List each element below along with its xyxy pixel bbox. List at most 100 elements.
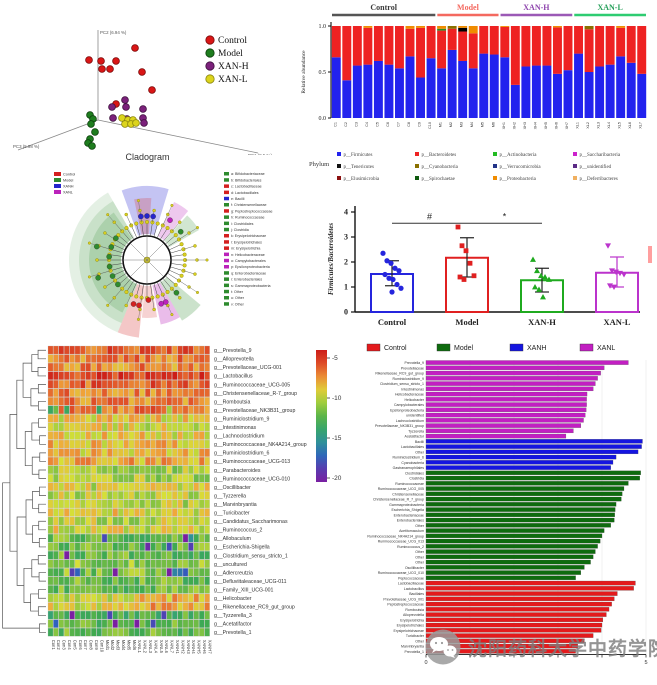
heatmap-cell [107, 533, 113, 543]
taxon-node [103, 231, 107, 235]
heatmap-cell [123, 371, 129, 380]
heatmap-cell [161, 345, 167, 355]
x-tick-label: C1 [333, 122, 337, 127]
heatmap-cell [199, 431, 205, 440]
heatmap-cell [112, 414, 118, 423]
heatmap-cell [47, 525, 54, 534]
heatmap-cell [96, 610, 102, 620]
lda-score-bar-panel: Control Model XANH XANL Prevotella_9 Prevotel… [345, 336, 657, 685]
heatmap-column-label: Mod2 [110, 640, 115, 651]
heatmap-cell [91, 516, 97, 526]
heatmap-cell [150, 559, 156, 568]
heatmap-cell [85, 362, 91, 372]
heatmap-row-label: g__Ruminococcaceae_UCG-010 [214, 476, 290, 482]
heatmap-cell [91, 414, 97, 423]
lda-bar-label: Romboutsia [405, 608, 424, 612]
lda-bar-label: Christensenellaceae [392, 492, 424, 496]
heatmap-cell [101, 499, 108, 509]
heatmap-cell [80, 388, 86, 397]
heatmap-cell [53, 491, 59, 500]
heatmap-cell [74, 533, 81, 543]
dendrogram-branch [30, 388, 39, 407]
phylum-legend-swatch [493, 176, 497, 180]
heatmap-cell [53, 533, 59, 543]
heatmap-cell [145, 516, 151, 526]
heatmap-column-label: XANL3 [148, 640, 153, 654]
heatmap-cell [123, 628, 129, 637]
lda-bar [425, 365, 605, 371]
branch [136, 282, 141, 297]
heatmap-cell [64, 439, 70, 449]
heatmap-cell [199, 388, 205, 397]
lda-bar-label: Peptostreptococcaceae [387, 603, 424, 607]
heatmap-cell [177, 542, 183, 551]
pca-point-Control [148, 86, 156, 94]
pca-point-XAN-H [108, 103, 116, 111]
heatmap-cell [188, 602, 194, 611]
branch [171, 222, 180, 232]
heatmap-cell [85, 482, 91, 491]
heatmap-cell [96, 465, 102, 474]
taxon-node [124, 226, 129, 231]
heatmap-cell [123, 380, 129, 389]
taxa-legend-swatch [224, 172, 229, 176]
lda-bar-label: Ruminiclostridium_9 [392, 377, 424, 381]
lda-bar [425, 360, 629, 365]
heatmap-cell [204, 448, 210, 457]
x-tick-label: XL5 [618, 122, 622, 129]
heatmap-cell [145, 448, 151, 457]
heatmap-row-label: g__Romboutsia [214, 399, 250, 405]
heatmap-cell [145, 499, 151, 509]
lda-bar-label: Lactobacillus [404, 587, 424, 591]
heatmap-row-label: g__uncultured [214, 562, 247, 568]
heatmap-cell [199, 414, 205, 423]
group-header-label: Model [457, 3, 480, 12]
heatmap-cell [69, 491, 75, 500]
colorbar-tick-label: -5 [332, 355, 338, 362]
heatmap-cell [155, 542, 162, 551]
watermark-text: 沈阳药科大学中药学院 [468, 638, 657, 660]
taxa-legend-label: t: Other [231, 290, 244, 294]
heatmap-cell [128, 619, 135, 628]
lda-bar-label: Erysipelotrichales [397, 624, 425, 628]
heatmap-cell [112, 465, 118, 474]
y-tick-label: 0.5 [319, 70, 327, 76]
minor-phylum-segment [458, 27, 468, 32]
heatmap-cell [166, 457, 172, 466]
heatmap-cell [118, 516, 124, 526]
taxa-legend-label: j: Clostridia [230, 228, 249, 232]
heatmap-cell [91, 439, 97, 449]
heatmap-cell [107, 602, 113, 611]
heatmap-cell [80, 380, 86, 389]
dendrogram-branch [30, 593, 39, 612]
heatmap-cell [96, 482, 102, 491]
heatmap-cell [123, 457, 129, 466]
heatmap-cell [123, 593, 129, 603]
taxon-node [155, 221, 160, 226]
heatmap-cell [58, 439, 64, 449]
firmicutes-segment [510, 84, 520, 118]
heatmap-cell [47, 593, 54, 603]
heatmap-cell [69, 362, 75, 372]
heatmap-cell [91, 593, 97, 603]
heatmap-cell [80, 439, 86, 449]
heatmap-cell [188, 559, 194, 568]
heatmap-row-label: g__Adlercreutzia [214, 570, 253, 576]
heatmap-cell [155, 405, 162, 415]
heatmap-cell [112, 628, 118, 637]
heatmap-cell [182, 397, 189, 406]
heatmap-cell [69, 414, 75, 423]
legend-marker [205, 61, 215, 71]
heatmap-cell [74, 448, 81, 457]
colorbar [316, 350, 327, 482]
heatmap-cell [53, 371, 59, 380]
heatmap-cell [96, 491, 102, 500]
y-tick-label: 3 [344, 233, 348, 242]
heatmap-cell [166, 619, 172, 628]
heatmap-cell [150, 345, 156, 355]
lda-bar [425, 481, 629, 486]
x-tick-label: M2 [449, 122, 453, 127]
heatmap-cell [74, 439, 81, 449]
heatmap-cell [91, 491, 97, 500]
branch [156, 225, 164, 239]
